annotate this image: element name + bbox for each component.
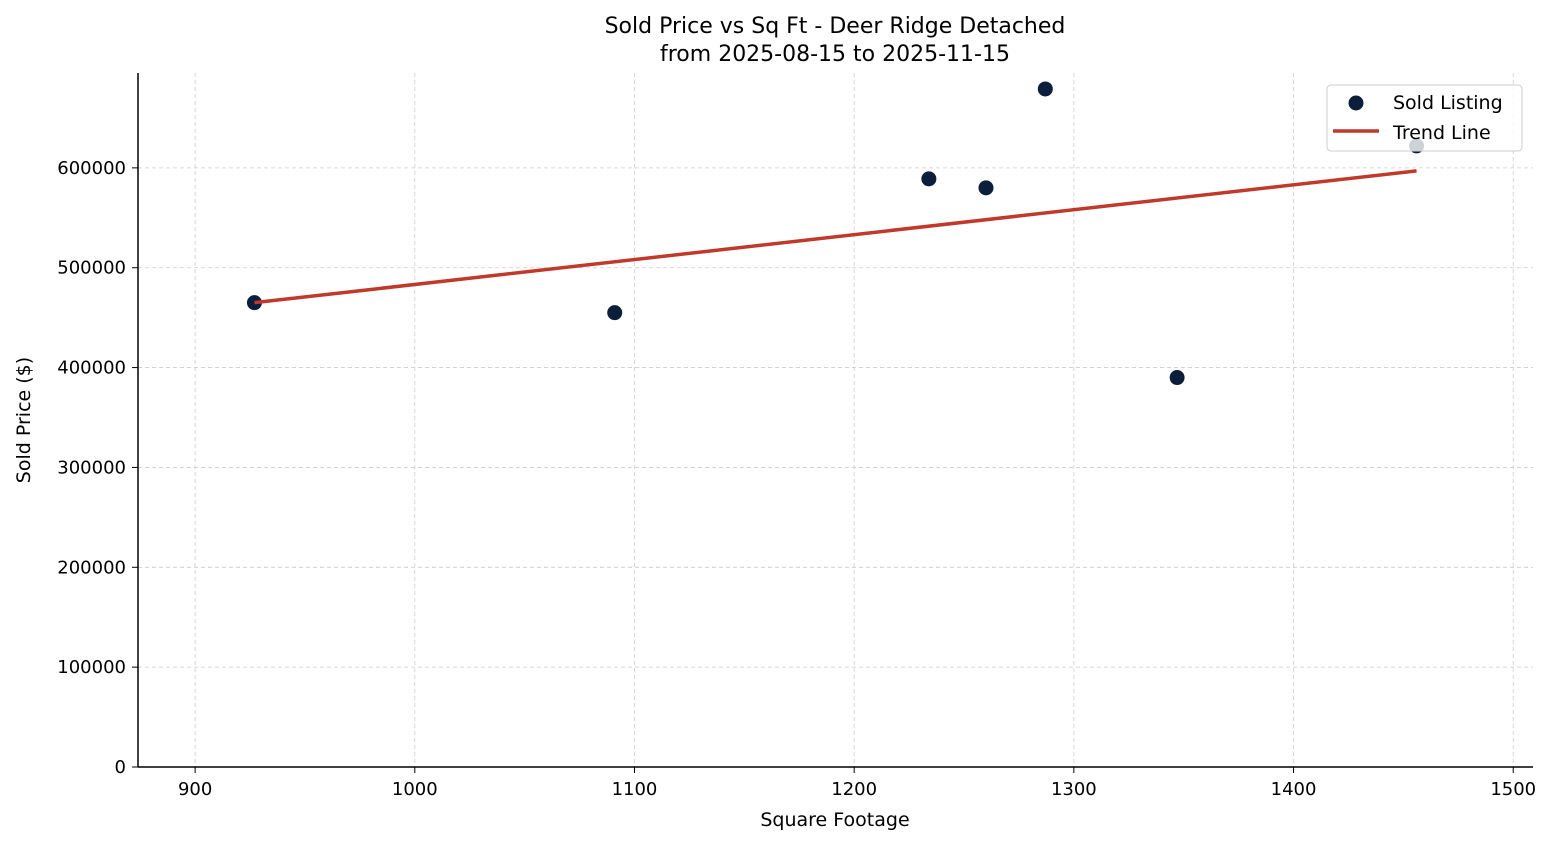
x-tick-label: 1100: [612, 779, 658, 800]
data-point: [1037, 81, 1053, 97]
legend-label-sold-listing: Sold Listing: [1393, 92, 1503, 114]
y-tick-label: 400000: [57, 358, 126, 379]
legend-label-trend-line: Trend Line: [1392, 122, 1491, 144]
legend-box: [1326, 84, 1523, 152]
legend-marker-sold-listing: [1348, 95, 1364, 111]
y-tick-label: 100000: [57, 657, 126, 678]
chart-subtitle: from 2025-08-15 to 2025-11-15: [660, 42, 1010, 67]
chart-title: Sold Price vs Sq Ft - Deer Ridge Detache…: [605, 14, 1066, 39]
data-point: [978, 180, 994, 196]
data-point: [921, 171, 937, 187]
trend-line: [254, 169, 1417, 305]
x-tick-label: 900: [178, 779, 212, 800]
data-point: [1169, 370, 1185, 386]
x-tick-label: 1000: [392, 779, 438, 800]
y-axis-label: Sold Price ($): [13, 357, 35, 483]
y-tick-label: 0: [115, 757, 126, 778]
marks: [246, 81, 1425, 386]
y-tick-label: 200000: [57, 557, 126, 578]
data-point: [607, 305, 623, 321]
grid: [138, 73, 1533, 768]
x-tick-label: 1200: [831, 779, 877, 800]
ticks: 900 1000 1100 1200 1300 1400 1500 0 100000 200000…: [57, 158, 1536, 800]
legend: Sold Listing Trend Line: [1326, 84, 1523, 152]
y-tick-label: 500000: [57, 258, 126, 279]
x-tick-label: 1300: [1051, 779, 1097, 800]
x-tick-label: 1400: [1271, 779, 1317, 800]
x-tick-label: 1500: [1490, 779, 1536, 800]
y-tick-label: 600000: [57, 158, 126, 179]
x-axis-label: Square Footage: [760, 809, 909, 831]
y-tick-label: 300000: [57, 457, 126, 478]
